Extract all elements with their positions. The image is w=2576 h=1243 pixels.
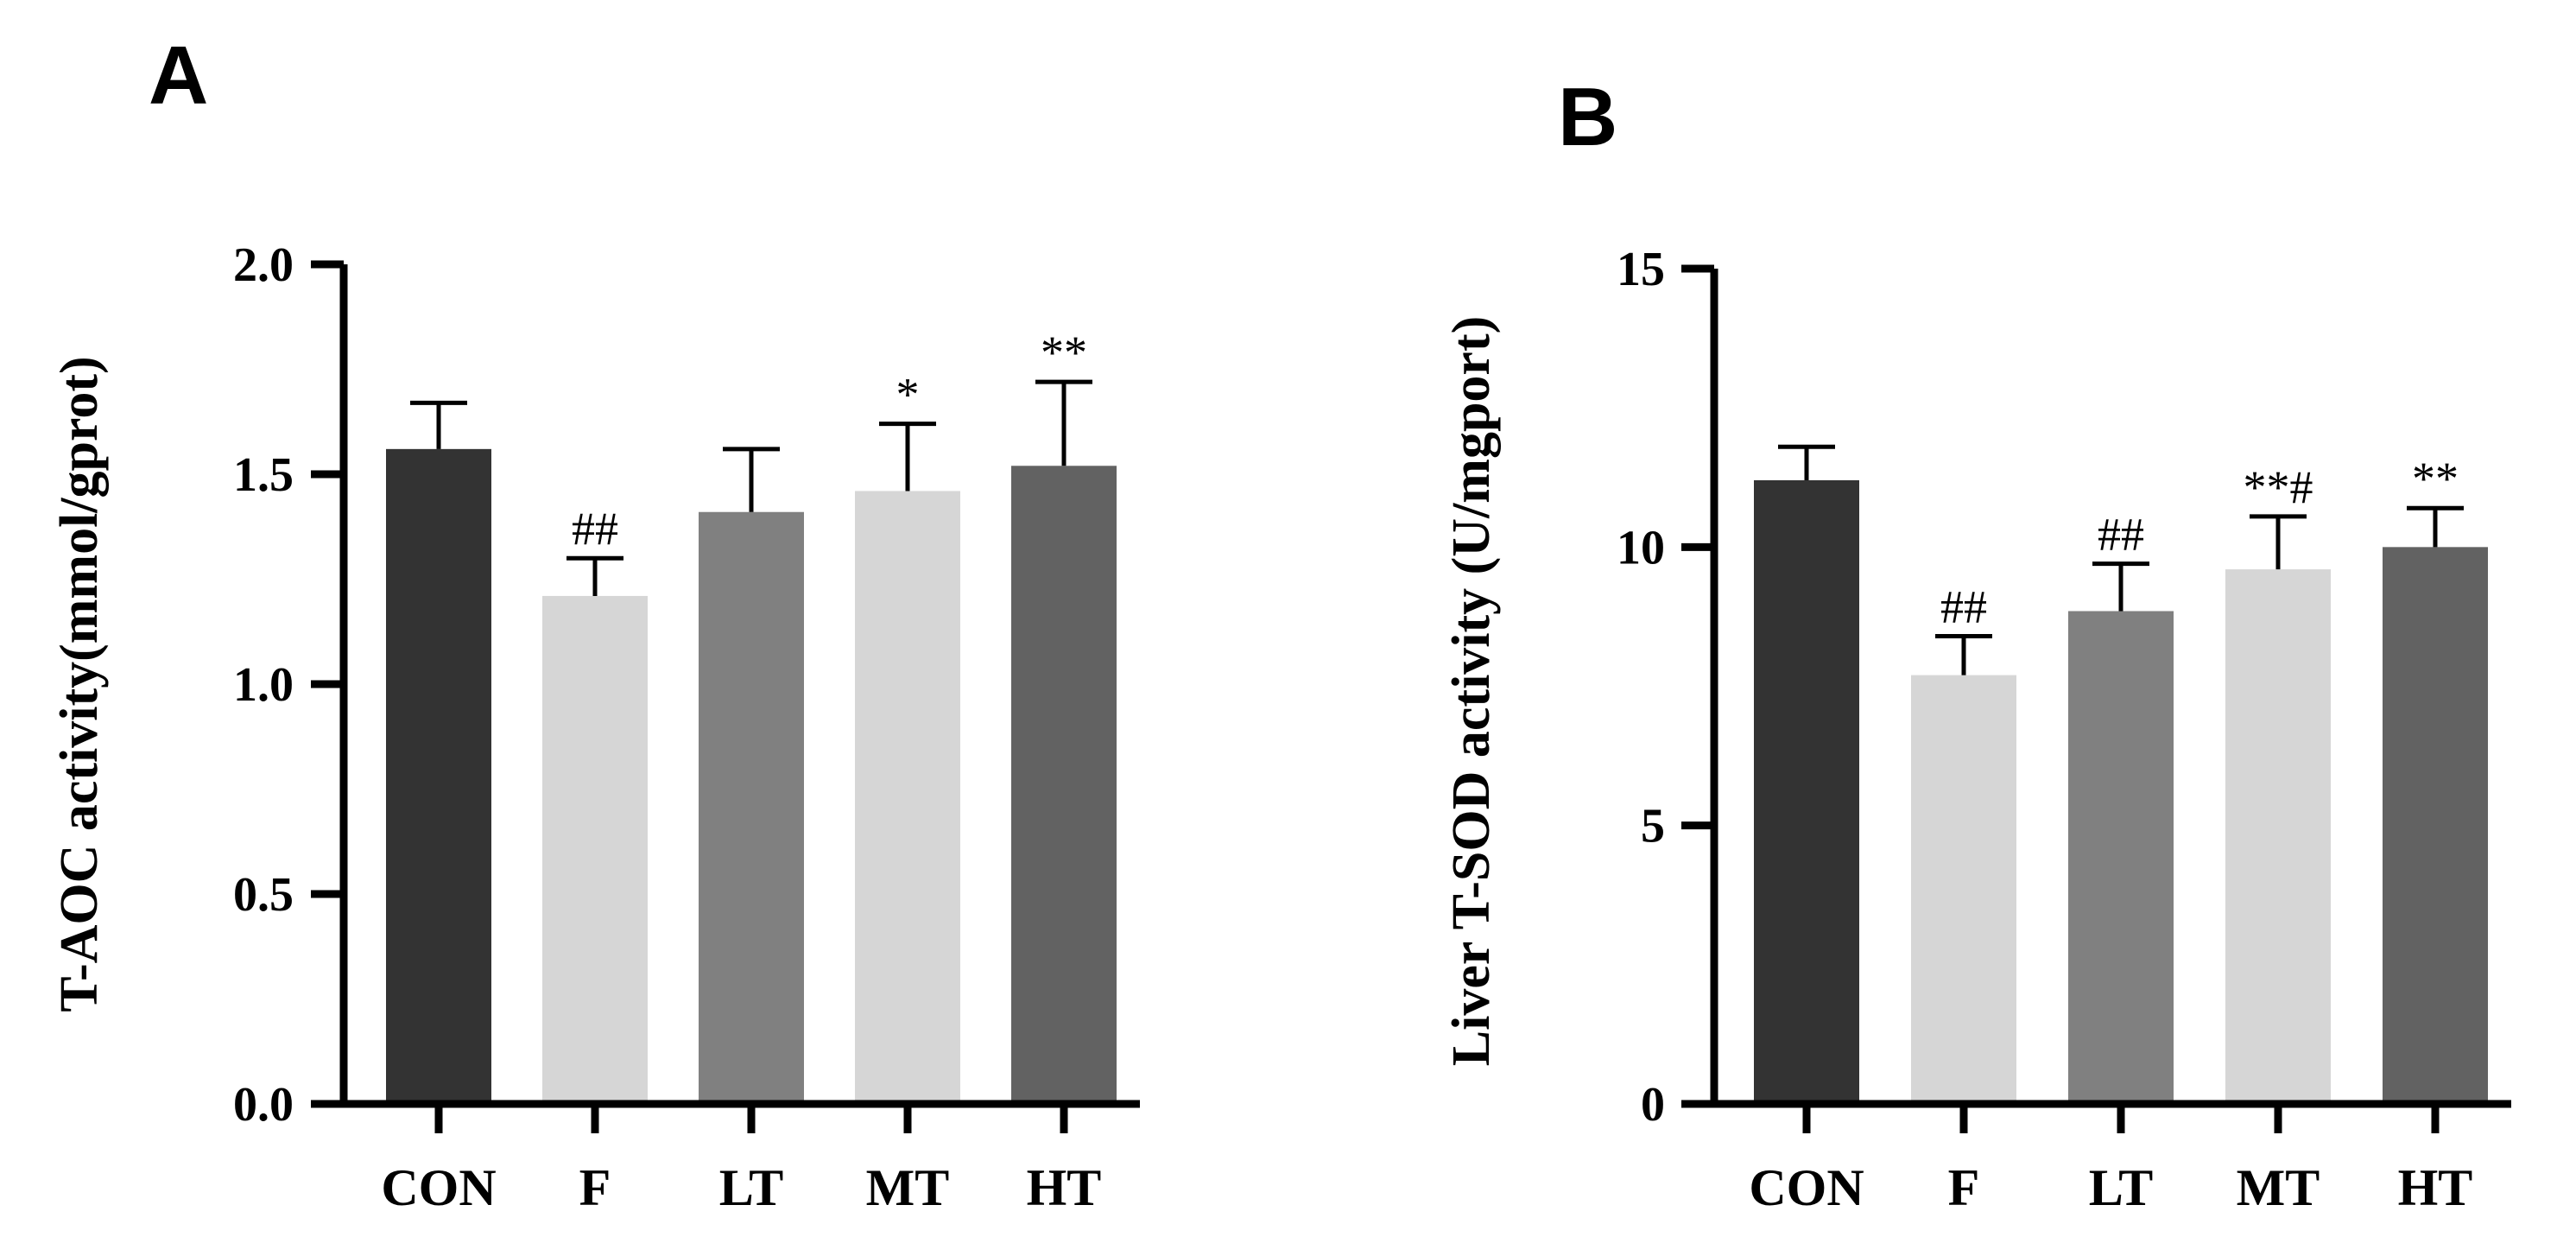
panel-a-y-axis-title: T-AOC activity(mmol/gprot) — [50, 356, 109, 1012]
panel-b-bar-mt — [2225, 569, 2331, 1104]
panel-a-bar-lt — [699, 511, 804, 1104]
panel-a-x-tick-label: HT — [1027, 1159, 1102, 1216]
panel-b-x-tick-label: F — [1948, 1159, 1980, 1216]
panel-b-bar-lt — [2068, 611, 2174, 1104]
panel-b-significance-label: **# — [2244, 461, 2313, 513]
panel-b-bar-f — [1911, 675, 2016, 1104]
panel-a-x-tick-label: CON — [381, 1159, 496, 1216]
panel-b-chart: B Liver T-SOD activity (U/mgport) CON ## F ##… — [1442, 71, 2511, 1216]
panel-a-chart: A T-AOC activity(mmol/gprot) CON ## F LT * MT **… — [50, 29, 1140, 1216]
panel-a-y-tick-label: 0.5 — [233, 868, 294, 922]
panel-a-bar-con — [386, 448, 491, 1104]
panel-a-significance-label: ** — [1041, 327, 1087, 378]
panel-b-bar-ht — [2383, 547, 2488, 1104]
panel-b-x-tick-label: HT — [2398, 1159, 2473, 1216]
panel-a-x-tick-label: LT — [719, 1159, 784, 1216]
panel-b-y-tick-label: 15 — [1617, 243, 1665, 296]
panel-b-y-tick-label: 10 — [1617, 521, 1665, 574]
panel-a-y-tick-label: 0.0 — [233, 1078, 294, 1132]
panel-a-bar-f — [542, 595, 648, 1104]
panel-b-y-tick-label: 5 — [1641, 800, 1665, 853]
panel-b-bar-con — [1754, 479, 1859, 1104]
panel-b-y-axis-title: Liver T-SOD activity (U/mgport) — [1442, 316, 1501, 1067]
panel-b-y-tick-label: 0 — [1641, 1078, 1665, 1132]
panel-a-significance-label: ## — [572, 503, 618, 555]
panel-a-y-tick-label: 1.0 — [233, 658, 294, 712]
panel-a-bar-mt — [855, 491, 960, 1104]
panel-b-label: B — [1558, 71, 1617, 163]
panel-a-x-tick-label: MT — [866, 1159, 950, 1216]
panel-a-y-tick-label: 2.0 — [233, 238, 294, 292]
panel-b-x-tick-label: MT — [2237, 1159, 2320, 1216]
panel-b-x-tick-label: LT — [2089, 1159, 2154, 1216]
panel-a-y-tick-label: 1.5 — [233, 448, 294, 502]
panel-a-bar-ht — [1011, 466, 1117, 1104]
panel-a-significance-label: * — [896, 369, 920, 421]
panel-a-x-tick-label: F — [579, 1159, 611, 1216]
panel-b-significance-label: ## — [1940, 580, 1987, 632]
panel-a-label: A — [149, 29, 208, 122]
panel-b-significance-label: ## — [2098, 509, 2144, 561]
panel-b-significance-label: ** — [2412, 453, 2459, 504]
panel-b-x-tick-label: CON — [1749, 1159, 1864, 1216]
